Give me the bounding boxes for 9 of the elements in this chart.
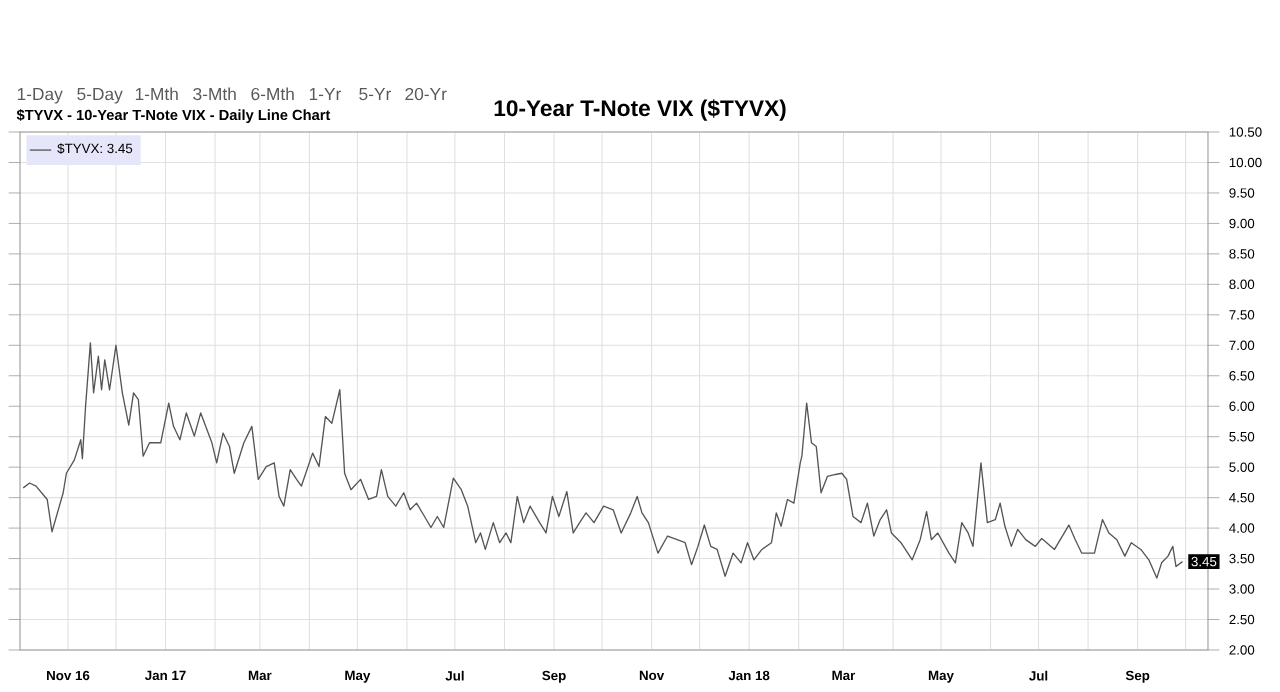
text: 20-Yr [405,87,447,101]
text: 6-Mth [251,87,294,101]
text: 5-Day [77,88,123,104]
text: 1-Day [17,88,63,104]
text: 1-Yr [309,88,341,100]
text: 1-Mth [135,87,178,101]
chart-title: 10-Year T-Note VIX ($TYVX) [494,99,786,121]
text: 3-Mth [193,87,236,101]
text: 5-Yr [359,88,391,101]
